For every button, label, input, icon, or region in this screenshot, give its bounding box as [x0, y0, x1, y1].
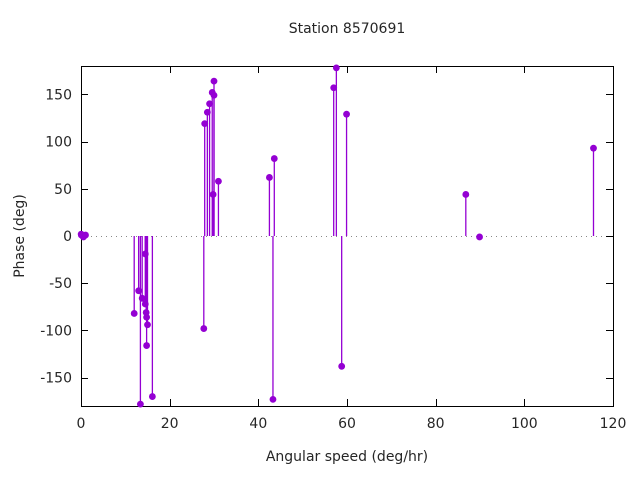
plot-area: 0 20 40 60 80 100 120 -150 -100 -50 0 50 100 150	[40, 64, 626, 432]
data-point	[206, 100, 213, 108]
x-axis-label: Angular speed (deg/hr)	[266, 449, 428, 465]
y-tick-label: 50	[54, 182, 72, 198]
chart-title: Station 8570691	[289, 21, 406, 37]
data-point	[141, 250, 149, 258]
data-point	[200, 325, 208, 332]
x-tick-label: 80	[427, 416, 445, 432]
data-point	[209, 191, 217, 198]
y-axis-label: Phase (deg)	[12, 194, 28, 278]
data-point	[476, 233, 483, 241]
x-tick-label: 60	[338, 416, 356, 432]
y-tick-label: 0	[63, 229, 72, 245]
y-tick-label: -50	[49, 276, 72, 292]
data-point	[135, 287, 143, 295]
y-tick-label: 100	[45, 135, 72, 151]
data-point	[143, 342, 151, 349]
y-tick-label: 150	[45, 87, 72, 103]
data-point	[144, 321, 151, 329]
data-point	[141, 300, 149, 308]
data-point	[201, 120, 209, 128]
data-point	[338, 362, 346, 370]
data-point	[266, 174, 273, 181]
y-tick-label: -100	[40, 323, 72, 339]
data-point	[330, 84, 338, 92]
x-tick-label: 20	[161, 416, 179, 432]
data-point	[270, 155, 278, 162]
y-tick-label: -150	[40, 371, 72, 387]
data-point	[210, 77, 218, 85]
data-point	[130, 310, 138, 317]
data-point	[210, 91, 218, 99]
data-point	[137, 400, 144, 408]
x-tick-label: 100	[511, 416, 538, 432]
data-point	[148, 393, 156, 400]
x-tick-label: 120	[600, 416, 627, 432]
x-tick-label: 0	[77, 416, 86, 432]
data-point	[82, 231, 89, 239]
data-point	[462, 191, 470, 198]
data-point	[332, 64, 340, 72]
data-point	[203, 108, 211, 116]
data-point	[590, 144, 597, 152]
data-point	[269, 395, 277, 403]
data-point	[215, 177, 222, 185]
data-point	[138, 294, 146, 302]
x-tick-label: 40	[249, 416, 267, 432]
data-point	[143, 313, 151, 321]
data-point	[343, 110, 350, 118]
